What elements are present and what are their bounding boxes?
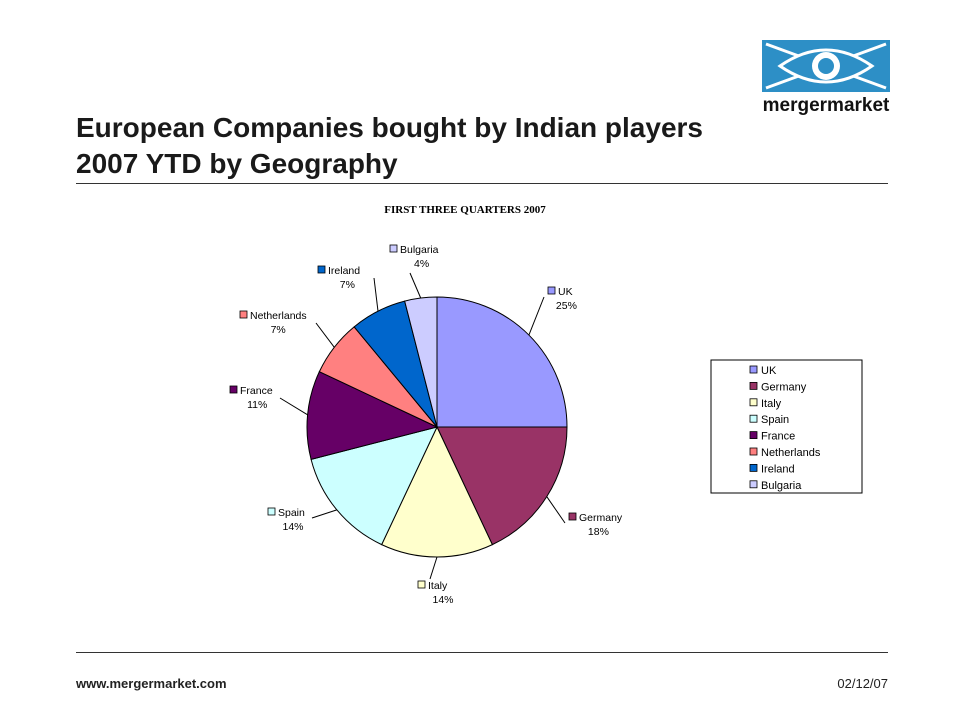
data-label-name-france: France: [240, 385, 273, 397]
data-label-pct-uk: 25%: [556, 300, 577, 312]
leader-line-italy: [429, 556, 438, 580]
eye-logo-icon: [762, 40, 890, 92]
footer-divider: [76, 652, 888, 653]
legend-swatch-germany: [749, 381, 758, 390]
legend-swatch-spain: [749, 414, 758, 423]
legend-swatch-france: [749, 431, 758, 440]
leader-line-ireland: [373, 277, 379, 312]
leader-line-france: [279, 397, 308, 416]
pie-slice-bulgaria: [404, 296, 438, 428]
pie-slice-uk: [436, 296, 568, 428]
footer-date: 02/12/07: [837, 676, 888, 691]
pie-data-labels: UK 25% Germany 18% Italy 14% Spain 14% France 11%…: [229, 244, 623, 606]
legend-swatch-uk: [749, 365, 758, 374]
data-label-name-germany: Germany: [579, 512, 623, 524]
pie-slice-italy: [380, 425, 494, 558]
data-label-swatch-netherlands: [239, 310, 248, 319]
page-title: European Companies bought by Indian play…: [76, 110, 856, 182]
eye-logo-graphic: [762, 40, 890, 92]
data-label-name-ireland: Ireland: [328, 265, 360, 277]
footer-website-link[interactable]: www.mergermarket.com: [76, 676, 227, 691]
data-label-name-italy: Italy: [428, 580, 448, 592]
legend-label-ireland: Ireland: [761, 463, 795, 475]
data-label-pct-italy: 14%: [432, 594, 453, 606]
chart-legend: UK Germany Italy Spain France Netherlands Irel…: [710, 359, 863, 494]
data-label-swatch-germany: [568, 512, 577, 521]
data-label-pct-ireland: 7%: [340, 279, 355, 291]
data-label-swatch-france: [229, 385, 238, 394]
data-label-swatch-bulgaria: [389, 244, 398, 253]
chart-title: FIRST THREE QUARTERS 2007: [384, 204, 546, 216]
legend-label-france: France: [761, 431, 795, 443]
legend-label-spain: Spain: [761, 414, 789, 426]
data-label-swatch-uk: [547, 286, 556, 295]
pie-slice-germany: [436, 426, 568, 546]
leader-line-bulgaria: [409, 272, 422, 299]
legend-label-germany: Germany: [761, 381, 807, 393]
legend-label-italy: Italy: [761, 398, 782, 410]
data-label-swatch-spain: [267, 507, 276, 516]
data-label-pct-netherlands: 7%: [271, 324, 286, 336]
data-label-name-spain: Spain: [278, 507, 305, 519]
leader-line-netherlands: [315, 322, 335, 348]
leader-line-uk: [528, 296, 545, 336]
legend-label-uk: UK: [761, 365, 777, 377]
legend-swatch-netherlands: [749, 447, 758, 456]
data-label-pct-germany: 18%: [588, 526, 609, 538]
legend-frame: [710, 359, 863, 494]
pie-slices: [306, 296, 568, 558]
pie-slice-spain: [310, 426, 438, 546]
data-label-swatch-ireland: [317, 265, 326, 274]
leader-line-germany: [546, 496, 566, 524]
data-label-pct-france: 11%: [247, 399, 267, 411]
data-label-name-uk: UK: [558, 286, 573, 298]
data-label-name-netherlands: Netherlands: [250, 310, 307, 322]
data-label-swatch-italy: [417, 580, 426, 589]
legend-swatch-bulgaria: [749, 480, 758, 489]
page-title-line-1: European Companies bought by Indian play…: [76, 112, 703, 143]
data-label-pct-bulgaria: 4%: [414, 258, 429, 270]
legend-swatch-italy: [749, 398, 758, 407]
legend-label-netherlands: Netherlands: [761, 447, 821, 459]
legend-swatch-ireland: [749, 463, 758, 472]
mergermarket-logo: mergermarket: [762, 40, 890, 120]
data-label-name-bulgaria: Bulgaria: [400, 244, 439, 256]
title-divider: [76, 183, 888, 184]
leader-line-spain: [311, 509, 337, 519]
data-label-pct-spain: 14%: [282, 521, 303, 533]
page-title-line-2: 2007 YTD by Geography: [76, 148, 398, 179]
pie-leader-lines: [279, 272, 566, 580]
legend-label-bulgaria: Bulgaria: [761, 480, 802, 492]
logo-wordmark: mergermarket: [762, 95, 890, 116]
